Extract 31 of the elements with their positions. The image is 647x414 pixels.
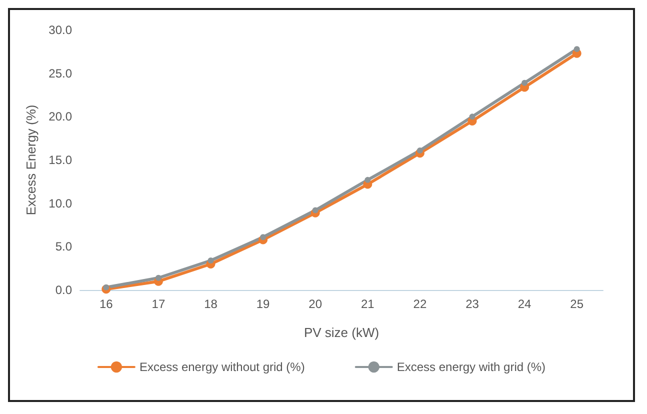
legend-label: Excess energy without grid (%) [139,360,305,374]
x-tick-label: 23 [466,297,480,311]
point [364,176,371,183]
x-tick-label: 21 [360,297,375,311]
y-tick-label: 20.0 [48,110,72,124]
y-tick-label: 10.0 [48,196,72,210]
y-tick-label: 15.0 [48,153,72,167]
point [416,147,423,154]
point [574,46,580,52]
y-tick-label: 30.0 [48,23,72,37]
point [260,234,266,240]
x-tick-label: 17 [152,297,166,311]
point [469,114,476,120]
point [312,207,318,214]
y-tick-label: 5.0 [55,240,72,254]
point [208,258,214,264]
y-tick-label: 0.0 [55,283,72,297]
point [103,284,110,290]
x-tick-label: 20 [308,297,322,311]
x-tick-label: 16 [99,297,114,311]
point [522,80,528,86]
y-axis-title: Excess Energy (%) [24,104,39,216]
x-tick-label: 18 [204,297,218,311]
legend-label: Excess energy with grid (%) [396,360,546,374]
y-tick-label: 25.0 [48,66,72,80]
x-tick-label: 25 [570,297,584,311]
x-tick-label: 19 [256,297,270,311]
point [155,274,162,281]
x-axis-title: PV size (kW) [304,325,380,340]
x-tick-label: 22 [413,297,427,311]
x-tick-label: 24 [518,297,532,311]
